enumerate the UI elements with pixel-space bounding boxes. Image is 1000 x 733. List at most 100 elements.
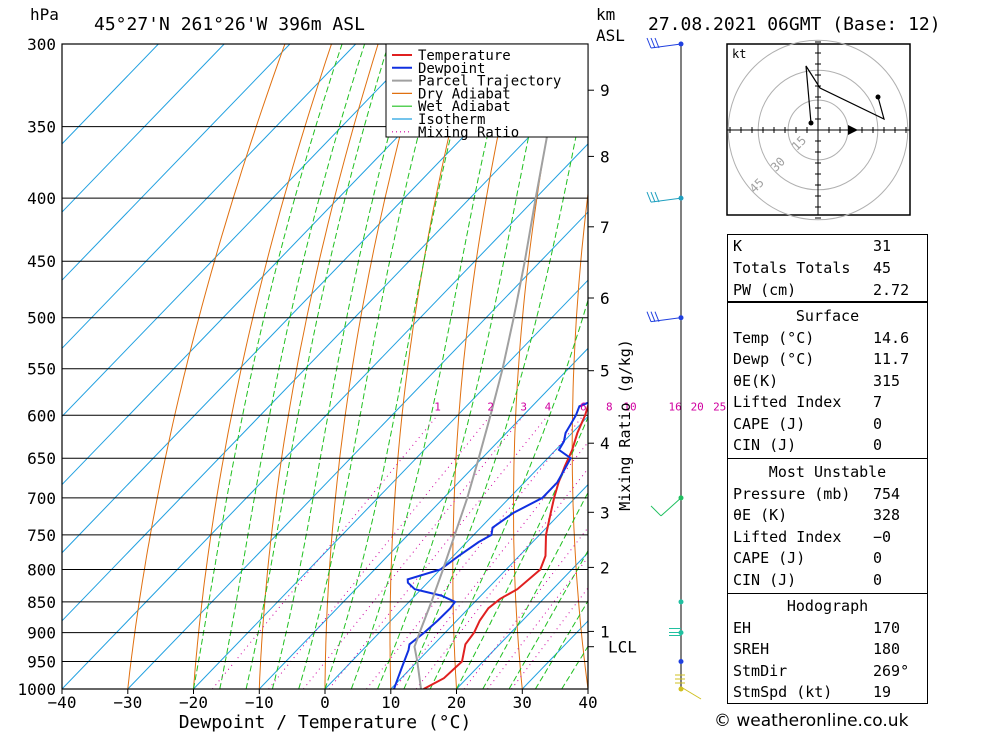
isotherm-line <box>62 44 159 145</box>
km-unit-label: km <box>596 5 615 24</box>
x-axis-label: Dewpoint / Temperature (°C) <box>179 712 472 733</box>
wind-barb-shaft <box>650 317 682 323</box>
x-tick-label: 40 <box>578 693 597 712</box>
mixing-ratio-line <box>393 441 588 689</box>
isotherm-line <box>62 75 588 622</box>
mixing-ratio-label: 8 <box>606 400 613 413</box>
pressure-tick-label: 850 <box>27 593 56 612</box>
x-tick-label: 30 <box>513 693 532 712</box>
mixing-ratio-line <box>366 414 584 689</box>
isotherm-line <box>62 44 357 350</box>
km-tick-label: 3 <box>600 503 610 522</box>
isotherm-line <box>62 44 225 213</box>
pressure-tick-label: 750 <box>27 526 56 545</box>
mixing-ratio-axis-label: Mixing Ratio (g/kg) <box>616 339 634 511</box>
surface-row-li: Lifted Index 7 <box>733 393 883 411</box>
surface-row-temp: Temp (°C) 14.6 <box>733 329 910 347</box>
surface-row-cin: CIN (J) 0 <box>733 436 883 454</box>
lcl-label: LCL <box>608 638 637 657</box>
hodograph-point <box>808 120 814 126</box>
mixing-ratio-label: 16 <box>668 400 681 413</box>
location-title: 45°27'N 261°26'W 396m ASL <box>94 14 365 35</box>
mixing-ratio-label: 25 <box>713 400 726 413</box>
pressure-tick-label: 950 <box>27 653 56 672</box>
parcel-trajectory-line <box>413 44 564 689</box>
legend-label: Parcel Trajectory <box>418 74 561 90</box>
x-tick-label: 0 <box>320 693 330 712</box>
x-tick-label: 10 <box>381 693 400 712</box>
wind-barb-feather <box>650 311 656 322</box>
mu-row-pressure: Pressure (mb) 754 <box>733 485 901 503</box>
isotherm-line <box>324 415 588 689</box>
divider <box>728 593 927 594</box>
isotherm-line <box>62 44 488 486</box>
credit-link[interactable]: © weatheronline.co.uk <box>714 711 909 731</box>
isotherm-line <box>258 347 588 689</box>
isotherm-line <box>62 143 588 689</box>
wet-adiabat-line <box>534 599 588 689</box>
mixing-ratio-label: 3 <box>520 400 527 413</box>
pressure-tick-label: 600 <box>27 406 56 425</box>
x-tick-label: −20 <box>179 693 208 712</box>
wind-barb <box>669 628 681 637</box>
index-row-pw: PW (cm) 2.72 <box>733 281 910 299</box>
wind-barb-feather <box>650 191 656 203</box>
wind-barb-feather <box>654 37 660 49</box>
wind-barb-shaft <box>650 197 682 203</box>
mixing-ratio-line <box>328 414 549 689</box>
km-tick-label: 1 <box>600 622 610 641</box>
km-tick-label: 6 <box>600 289 610 308</box>
pressure-tick-label: 900 <box>27 624 56 643</box>
index-row-k: K 31 <box>733 237 892 255</box>
km-tick-label: 7 <box>600 218 610 237</box>
temperature-line <box>423 402 588 689</box>
x-tick-label: 20 <box>447 693 466 712</box>
wind-barb <box>646 311 682 323</box>
pressure-tick-label: 500 <box>27 309 56 328</box>
legend-label: Isotherm <box>418 112 485 128</box>
asl-unit-label: ASL <box>596 26 625 45</box>
x-tick-label: −40 <box>48 693 77 712</box>
legend-label: Temperature <box>418 48 511 64</box>
dry-adiabat-line <box>127 44 286 689</box>
wind-barb-feather <box>646 191 652 203</box>
wind-barb-feather <box>675 674 702 700</box>
legend-label: Mixing Ratio <box>418 125 519 141</box>
km-tick-label: 2 <box>600 558 610 577</box>
dewpoint-line <box>393 401 588 689</box>
mu-row-cape: CAPE (J) 0 <box>733 549 883 567</box>
wet-adiabat-line <box>193 44 343 689</box>
mixing-ratio-label: 1 <box>434 400 441 413</box>
index-row-totals: Totals Totals 45 <box>733 259 892 277</box>
wind-barb <box>646 191 682 203</box>
hodo-row-stmdir: StmDir 269° <box>733 662 910 680</box>
mixing-ratio-label: 2 <box>487 400 494 413</box>
mixing-ratio-label: 4 <box>545 400 552 413</box>
wind-barb-marker <box>678 659 684 664</box>
wind-barb-shaft <box>650 43 682 49</box>
mu-row-li: Lifted Index −0 <box>733 528 892 546</box>
wet-adiabat-line <box>508 549 588 689</box>
pressure-tick-label: 300 <box>27 35 56 54</box>
dry-adiabat-line <box>324 44 426 689</box>
dry-adiabat-line <box>513 44 565 689</box>
wind-barb-shaft <box>650 497 682 517</box>
km-tick-label: 4 <box>600 434 610 453</box>
wet-adiabat-line <box>482 491 588 689</box>
pressure-tick-label: 1000 <box>17 680 56 699</box>
legend-label: Dry Adiabat <box>418 86 511 102</box>
hodograph-trace <box>805 65 885 124</box>
hodo-title: Hodograph <box>786 597 869 615</box>
km-tick-label: 8 <box>600 147 610 166</box>
mu-row-thetae: θE (K) 328 <box>733 506 901 524</box>
pressure-tick-label: 650 <box>27 449 56 468</box>
isotherm-line <box>456 552 588 689</box>
wind-barb <box>650 497 682 517</box>
wind-barb-feather <box>650 37 656 49</box>
wind-barb-marker <box>678 599 684 605</box>
storm-motion-marker <box>848 125 858 135</box>
wind-barb <box>646 37 682 49</box>
